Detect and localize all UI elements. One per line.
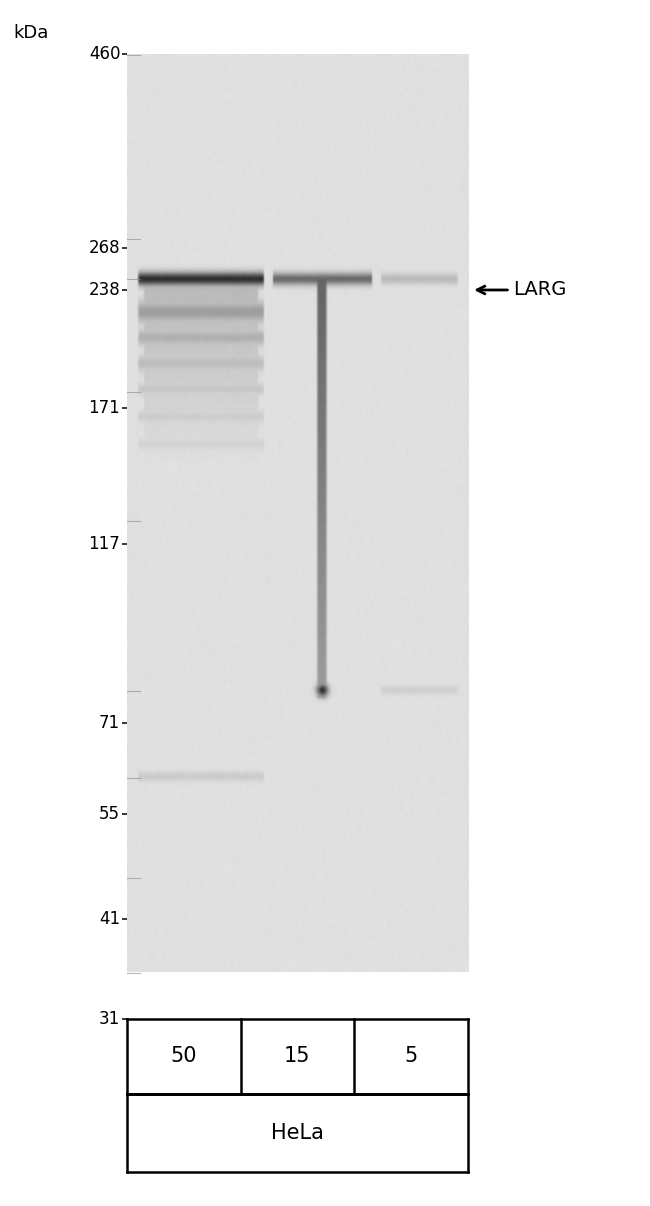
Text: kDa: kDa [13,24,48,42]
Text: 41: 41 [99,911,120,929]
Text: 55: 55 [99,804,120,822]
Text: LARG: LARG [514,281,567,299]
Text: 238: 238 [88,281,120,299]
Text: 268: 268 [88,239,120,257]
Text: 117: 117 [88,535,120,554]
Text: 171: 171 [88,399,120,417]
Text: 460: 460 [89,46,120,63]
Text: 50: 50 [170,1047,197,1066]
Text: 71: 71 [99,714,120,732]
Text: 31: 31 [99,1011,120,1028]
Text: 15: 15 [284,1047,311,1066]
Text: HeLa: HeLa [271,1123,324,1143]
Text: 5: 5 [404,1047,418,1066]
